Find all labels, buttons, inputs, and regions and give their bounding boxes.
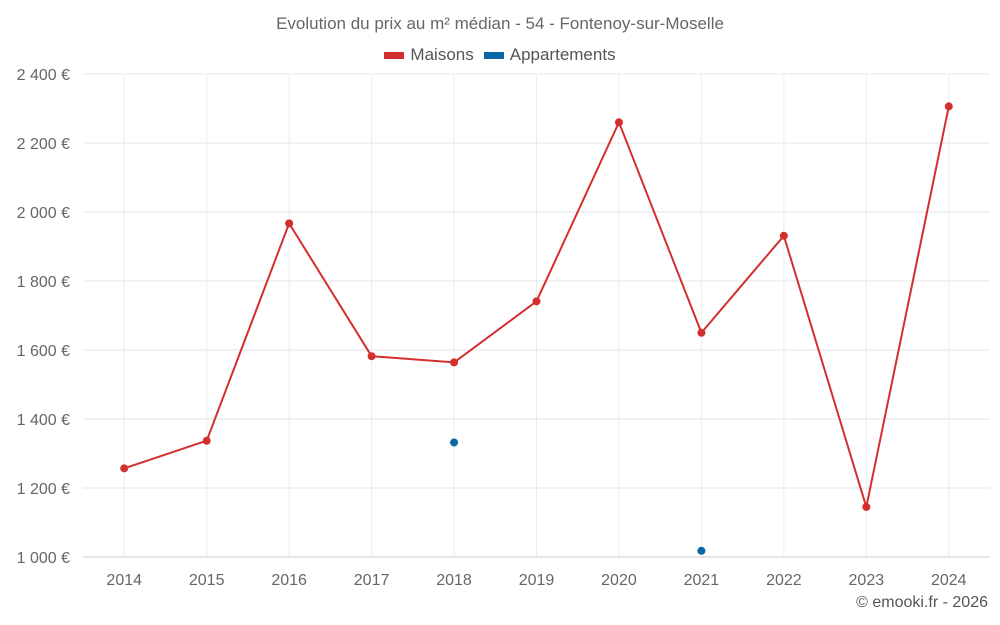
- legend-swatch-appartements: [483, 51, 504, 59]
- x-tick-label: 2020: [601, 572, 637, 589]
- chart-title: Evolution du prix au m² médian - 54 - Fo…: [276, 14, 724, 33]
- data-point-maisons: [779, 231, 788, 240]
- data-point-maisons: [532, 297, 541, 306]
- y-tick-label: 1 200 €: [17, 481, 70, 498]
- legend-item-appartements[interactable]: Appartements: [483, 45, 616, 65]
- x-tick-label: 2016: [271, 572, 307, 589]
- data-point-maisons: [944, 102, 953, 111]
- legend-item-maisons[interactable]: Maisons: [384, 45, 474, 65]
- y-tick-label: 1 800 €: [17, 274, 70, 291]
- x-tick-label: 2023: [849, 572, 885, 589]
- x-tick-label: 2019: [519, 572, 555, 589]
- data-point-maisons: [285, 219, 294, 228]
- data-point-maisons: [120, 464, 129, 473]
- x-tick-label: 2022: [766, 572, 802, 589]
- y-tick-label: 2 000 €: [17, 205, 70, 222]
- legend: Maisons Appartements: [0, 45, 1000, 65]
- data-point-maisons: [367, 352, 376, 361]
- y-tick-label: 1 400 €: [17, 412, 70, 429]
- y-tick-label: 2 200 €: [17, 136, 70, 153]
- y-tick-label: 2 400 €: [17, 67, 70, 84]
- x-tick-label: 2024: [931, 572, 967, 589]
- data-point-appartements: [450, 438, 459, 447]
- y-tick-label: 1 600 €: [17, 343, 70, 360]
- x-tick-label: 2015: [189, 572, 225, 589]
- credit-text: © emooki.fr - 2026: [856, 594, 988, 611]
- legend-swatch-maisons: [384, 51, 405, 59]
- x-tick-label: 2021: [684, 572, 720, 589]
- data-point-appartements: [697, 546, 706, 555]
- y-tick-label: 1 000 €: [17, 550, 70, 567]
- legend-label-maisons: Maisons: [410, 45, 474, 64]
- x-tick-label: 2017: [354, 572, 390, 589]
- data-point-maisons: [862, 502, 871, 511]
- data-point-maisons: [697, 328, 706, 337]
- data-point-maisons: [614, 118, 623, 127]
- x-tick-label: 2014: [106, 572, 142, 589]
- x-tick-label: 2018: [436, 572, 472, 589]
- legend-label-appartements: Appartements: [509, 45, 616, 64]
- data-point-maisons: [202, 436, 211, 445]
- data-point-maisons: [450, 358, 459, 367]
